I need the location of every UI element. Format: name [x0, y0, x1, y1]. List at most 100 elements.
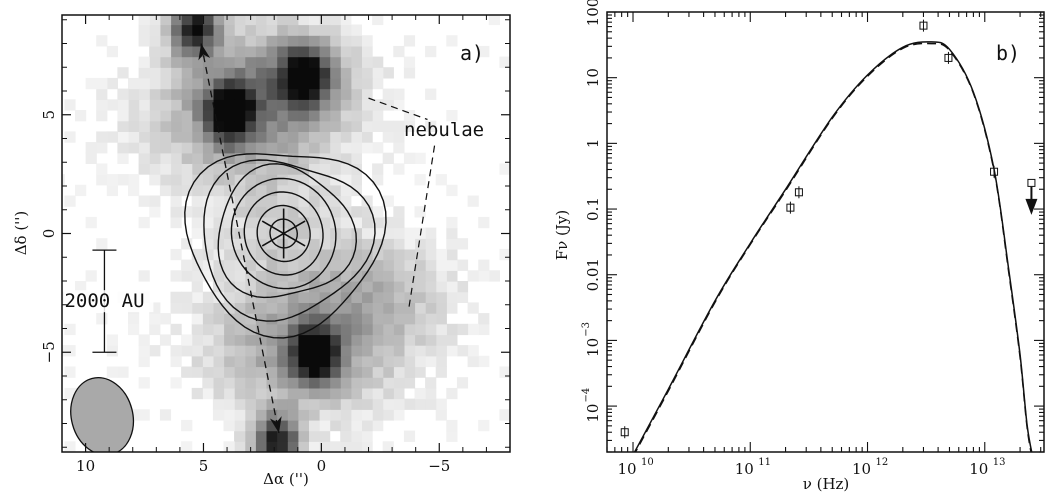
- image-pixel: [128, 88, 140, 100]
- image-pixel: [350, 77, 362, 90]
- image-pixel: [266, 163, 278, 175]
- image-pixel: [223, 77, 235, 90]
- image-pixel: [340, 99, 352, 111]
- image-pixel: [478, 355, 490, 368]
- image-pixel: [138, 163, 150, 175]
- image-pixel: [276, 195, 288, 207]
- image-pixel: [255, 409, 267, 421]
- image-pixel: [340, 35, 352, 47]
- panel-b-frame: [606, 11, 1045, 453]
- image-pixel: [425, 248, 437, 261]
- image-pixel: [234, 313, 246, 325]
- image-pixel: [234, 377, 246, 389]
- image-pixel: [234, 15, 246, 26]
- image-pixel: [170, 355, 182, 368]
- image-pixel: [382, 387, 394, 400]
- image-pixel: [308, 56, 320, 68]
- image-pixel: [244, 313, 256, 325]
- image-pixel: [393, 88, 405, 100]
- image-pixel: [319, 67, 331, 79]
- image-pixel: [329, 77, 341, 90]
- image-pixel: [128, 99, 140, 111]
- image-pixel: [499, 409, 510, 421]
- image-pixel: [287, 163, 299, 175]
- image-pixel: [170, 206, 182, 218]
- image-pixel: [287, 15, 299, 26]
- image-pixel: [382, 99, 394, 111]
- image-pixel: [403, 120, 416, 132]
- image-pixel: [414, 248, 426, 261]
- image-pixel: [170, 302, 182, 314]
- image-pixel: [287, 120, 299, 132]
- image-pixel: [297, 35, 309, 47]
- image-pixel: [340, 313, 352, 325]
- image-pixel: [361, 281, 373, 293]
- image-pixel: [138, 56, 150, 68]
- image-pixel: [149, 120, 161, 132]
- image-pixel: [202, 174, 214, 186]
- image-pixel: [308, 334, 320, 346]
- image-pixel: [350, 99, 362, 111]
- image-pixel: [128, 174, 140, 186]
- image-pixel: [372, 281, 384, 293]
- image-pixel: [393, 227, 405, 239]
- image-pixel: [62, 345, 65, 357]
- image-pixel: [319, 184, 331, 197]
- image-pixel: [128, 110, 140, 122]
- image-pixel: [202, 131, 214, 143]
- image-pixel: [287, 110, 299, 122]
- image-pixel: [138, 99, 150, 111]
- image-pixel: [297, 366, 309, 378]
- image-pixel: [96, 77, 108, 90]
- image-pixel: [191, 77, 203, 90]
- image-pixel: [149, 35, 161, 47]
- image-pixel: [329, 419, 341, 432]
- image-pixel: [202, 110, 214, 122]
- image-pixel: [308, 366, 320, 378]
- image-pixel: [244, 35, 256, 47]
- image-pixel: [350, 131, 362, 143]
- image-pixel: [191, 184, 203, 197]
- image-pixel: [287, 313, 299, 325]
- image-pixel: [181, 334, 193, 346]
- image-pixel: [435, 302, 447, 314]
- image-pixel: [361, 131, 373, 143]
- image-pixel: [467, 302, 479, 314]
- image-pixel: [297, 441, 309, 452]
- image-pixel: [287, 88, 299, 100]
- image-pixel: [266, 313, 278, 325]
- image-pixel: [138, 131, 150, 143]
- image-pixel: [117, 88, 129, 100]
- image-pixel: [425, 355, 437, 368]
- image-pixel: [361, 377, 373, 389]
- image-pixel: [191, 323, 203, 336]
- image-pixel: [403, 302, 416, 314]
- image-pixel: [149, 142, 161, 154]
- image-pixel: [350, 248, 362, 261]
- image-pixel: [255, 206, 267, 218]
- image-pixel: [276, 152, 288, 164]
- image-pixel: [287, 131, 299, 143]
- image-pixel: [350, 163, 362, 175]
- y-tick-label: 1: [584, 139, 602, 149]
- image-pixel: [223, 281, 235, 293]
- image-pixel: [319, 174, 331, 186]
- image-pixel: [159, 15, 172, 26]
- image-pixel: [138, 120, 150, 132]
- image-pixel: [297, 334, 309, 346]
- image-pixel: [287, 281, 299, 293]
- image-pixel: [372, 227, 384, 239]
- y-tick-label: 100: [584, 0, 602, 26]
- image-pixel: [425, 398, 437, 410]
- image-pixel: [456, 345, 469, 357]
- image-pixel: [223, 216, 235, 229]
- image-pixel: [96, 238, 108, 250]
- image-pixel: [266, 227, 278, 239]
- image-pixel: [202, 345, 214, 357]
- image-pixel: [85, 270, 97, 282]
- image-pixel: [191, 334, 203, 346]
- image-pixel: [319, 281, 331, 293]
- image-pixel: [361, 430, 373, 442]
- image-pixel: [340, 216, 352, 229]
- image-pixel: [499, 248, 510, 261]
